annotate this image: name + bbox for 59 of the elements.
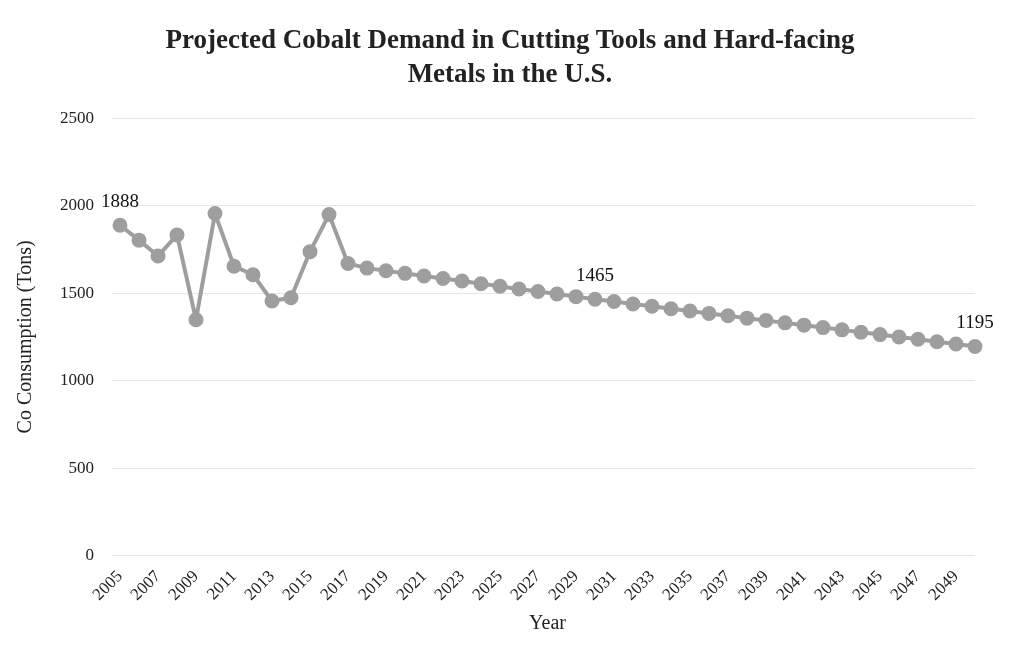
point <box>948 336 964 352</box>
y-tick-label: 500 <box>68 457 94 477</box>
point <box>682 303 698 319</box>
data-label: 1888 <box>101 189 139 211</box>
point <box>207 206 223 222</box>
point <box>587 291 603 307</box>
point <box>473 276 489 292</box>
point <box>758 312 774 328</box>
point <box>834 322 850 338</box>
chart-title: Projected Cobalt Demand in Cutting Tools and Hard-facing Metals in the U.S. <box>164 23 856 90</box>
point <box>530 284 546 300</box>
point <box>967 338 983 354</box>
point <box>245 267 261 283</box>
data-label: 1465 <box>576 263 614 285</box>
data-label: 1195 <box>956 310 994 332</box>
point <box>188 312 204 328</box>
point <box>549 286 565 302</box>
point <box>720 308 736 324</box>
point <box>929 334 945 350</box>
x-axis-title: Year <box>529 611 567 634</box>
y-tick-label: 1000 <box>60 370 94 390</box>
point <box>131 232 147 248</box>
point <box>910 331 926 347</box>
y-tick-label: 2000 <box>60 195 94 215</box>
point <box>302 244 318 260</box>
y-tick-label: 2500 <box>60 107 94 127</box>
point <box>701 305 717 321</box>
point <box>435 270 451 286</box>
point <box>226 258 242 274</box>
point <box>340 256 356 272</box>
point <box>416 268 432 284</box>
point <box>606 294 622 310</box>
point <box>663 301 679 317</box>
point <box>511 281 527 297</box>
point <box>283 290 299 306</box>
y-axis-title: Co Consumption (Tons) <box>13 240 37 434</box>
x-tick-label: 2011 <box>202 566 240 604</box>
point <box>169 227 185 243</box>
point <box>378 263 394 279</box>
point <box>359 260 375 276</box>
point <box>625 296 641 312</box>
point <box>568 289 584 305</box>
point <box>891 329 907 345</box>
point <box>739 310 755 326</box>
y-tick-label: 0 <box>85 545 94 564</box>
point <box>815 320 831 336</box>
point <box>454 273 470 289</box>
point <box>853 324 869 340</box>
point <box>872 327 888 343</box>
point <box>777 315 793 331</box>
point <box>644 298 660 314</box>
point <box>397 265 413 281</box>
point <box>321 207 337 223</box>
point <box>796 317 812 333</box>
point <box>112 217 128 233</box>
point <box>492 278 508 294</box>
point <box>264 293 280 309</box>
y-tick-label: 1500 <box>60 282 94 302</box>
point <box>150 248 166 264</box>
